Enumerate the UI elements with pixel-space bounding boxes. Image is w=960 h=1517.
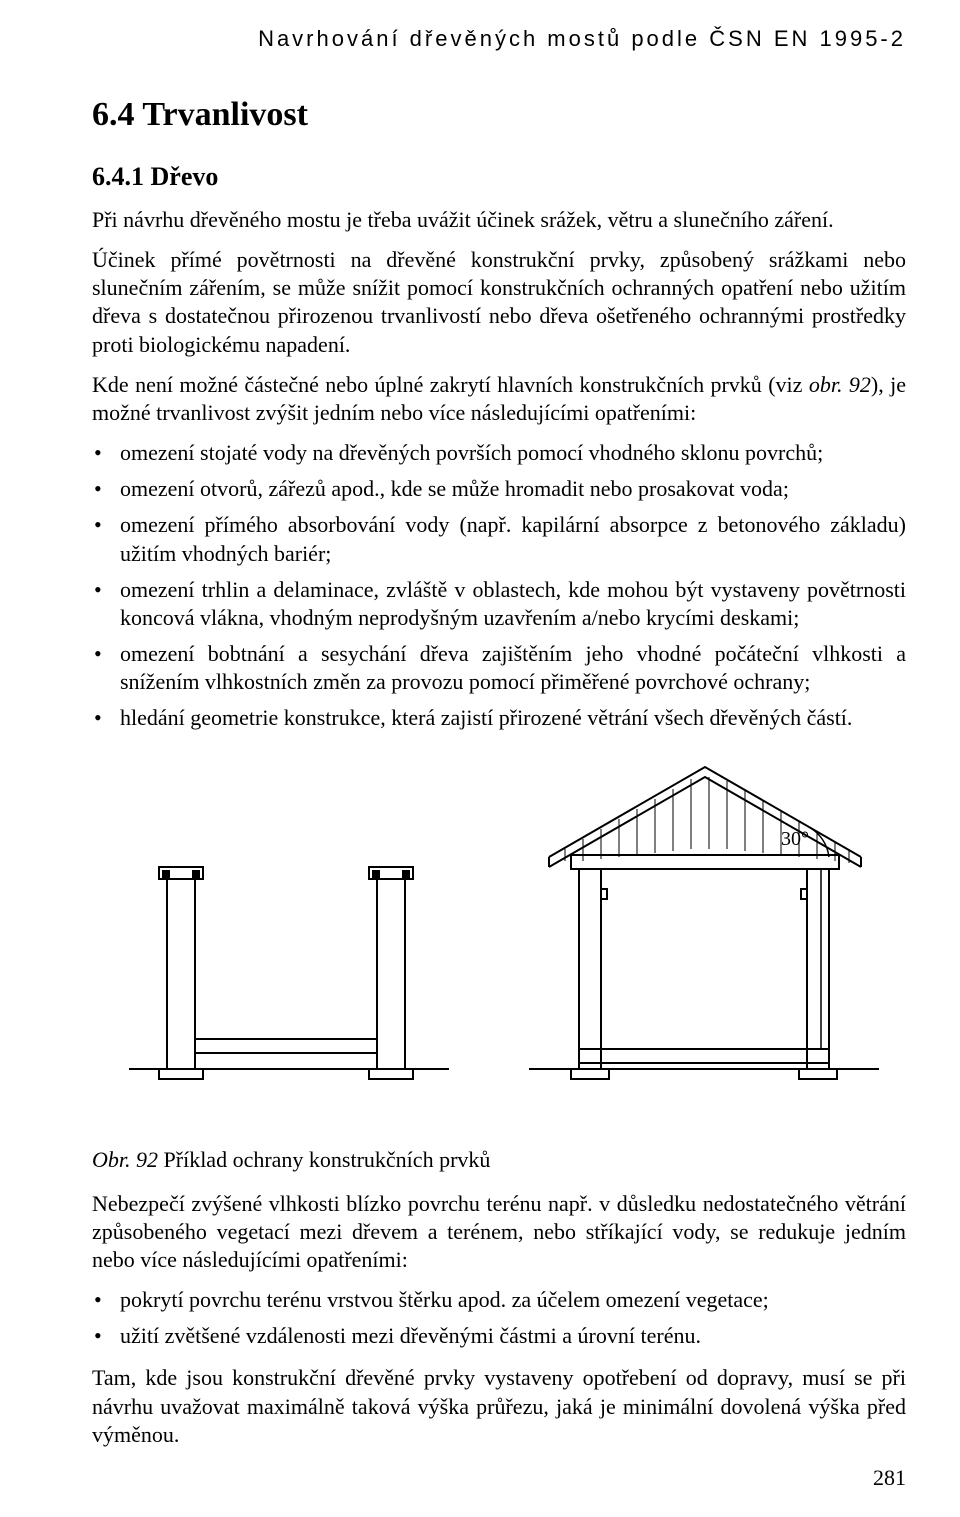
paragraph-3: Kde není možné částečné nebo úplné zakry… bbox=[92, 371, 906, 427]
bullet-list-a: omezení stojaté vody na dřevěných površí… bbox=[92, 439, 906, 732]
figure-92: 30° bbox=[92, 749, 906, 1134]
list-item: omezení otvorů, zářezů apod., kde se můž… bbox=[92, 475, 906, 503]
page-number: 281 bbox=[873, 1465, 906, 1491]
figure-left-structure bbox=[129, 867, 449, 1079]
running-header: Navrhování dřevěných mostů podle ČSN EN … bbox=[92, 26, 906, 52]
figure-caption-num: Obr. 92 bbox=[92, 1147, 158, 1172]
paragraph-2: Účinek přímé povětrnosti na dřevěné kons… bbox=[92, 246, 906, 359]
after-figure-paragraph: Nebezpečí zvýšené vlhkosti blízko povrch… bbox=[92, 1190, 906, 1274]
list-item: omezení bobtnání a sesychání dřeva zajiš… bbox=[92, 640, 906, 696]
list-item: omezení trhlin a delaminace, zvláště v o… bbox=[92, 576, 906, 632]
list-item: užití zvětšené vzdálenosti mezi dřevěným… bbox=[92, 1322, 906, 1350]
page: Navrhování dřevěných mostů podle ČSN EN … bbox=[0, 0, 960, 1517]
list-item: pokrytí povrchu terénu vrstvou štěrku ap… bbox=[92, 1286, 906, 1314]
para3-italic: obr. 92 bbox=[809, 372, 871, 397]
list-item: hledání geometrie konstrukce, která zaji… bbox=[92, 704, 906, 732]
figure-right-structure: 30° bbox=[529, 767, 879, 1079]
intro-paragraph: Při návrhu dřevěného mostu je třeba uváž… bbox=[92, 206, 906, 234]
list-item: omezení přímého absorbování vody (např. … bbox=[92, 511, 906, 567]
subsection-title: 6.4.1 Dřevo bbox=[92, 162, 906, 192]
section-title: 6.4 Trvanlivost bbox=[92, 96, 906, 134]
angle-label: 30° bbox=[781, 828, 809, 850]
figure-caption-text: Příklad ochrany konstrukčních prvků bbox=[158, 1147, 490, 1172]
closing-paragraph: Tam, kde jsou konstrukční dřevěné prvky … bbox=[92, 1364, 906, 1448]
bullet-list-b: pokrytí povrchu terénu vrstvou štěrku ap… bbox=[92, 1286, 906, 1350]
para3-pre: Kde není možné částečné nebo úplné zakry… bbox=[92, 372, 809, 397]
figure-caption: Obr. 92 Příklad ochrany konstrukčních pr… bbox=[92, 1146, 906, 1174]
figure-svg: 30° bbox=[109, 749, 889, 1129]
list-item: omezení stojaté vody na dřevěných površí… bbox=[92, 439, 906, 467]
